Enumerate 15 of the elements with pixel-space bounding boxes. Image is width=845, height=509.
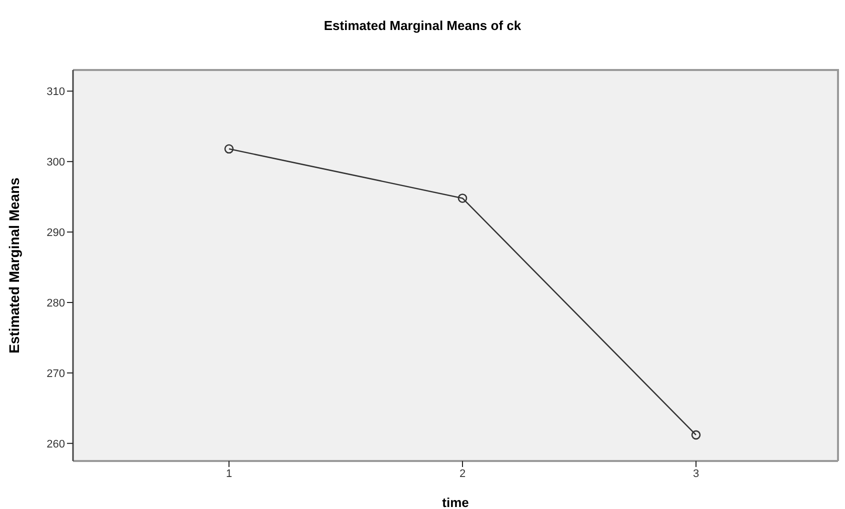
y-tick-label: 270 [46,368,65,380]
point [224,144,234,154]
y-axis-title: Estimated Marginal Means [6,177,22,354]
x-tick-label: 1 [226,468,232,480]
y-tick-label: 260 [46,438,65,450]
y-tick-label: 290 [46,226,65,239]
x-tick-label: 3 [692,468,700,480]
point [691,430,701,440]
y-tick-label: 280 [46,297,65,310]
x-tick-label: 2 [459,468,466,480]
x-axis-title: time [442,495,469,509]
y-tick-label: 300 [46,156,65,168]
y-tick-label: 310 [46,86,65,98]
point [458,194,468,203]
chart-title: Estimated Marginal Means of ck [322,18,522,33]
